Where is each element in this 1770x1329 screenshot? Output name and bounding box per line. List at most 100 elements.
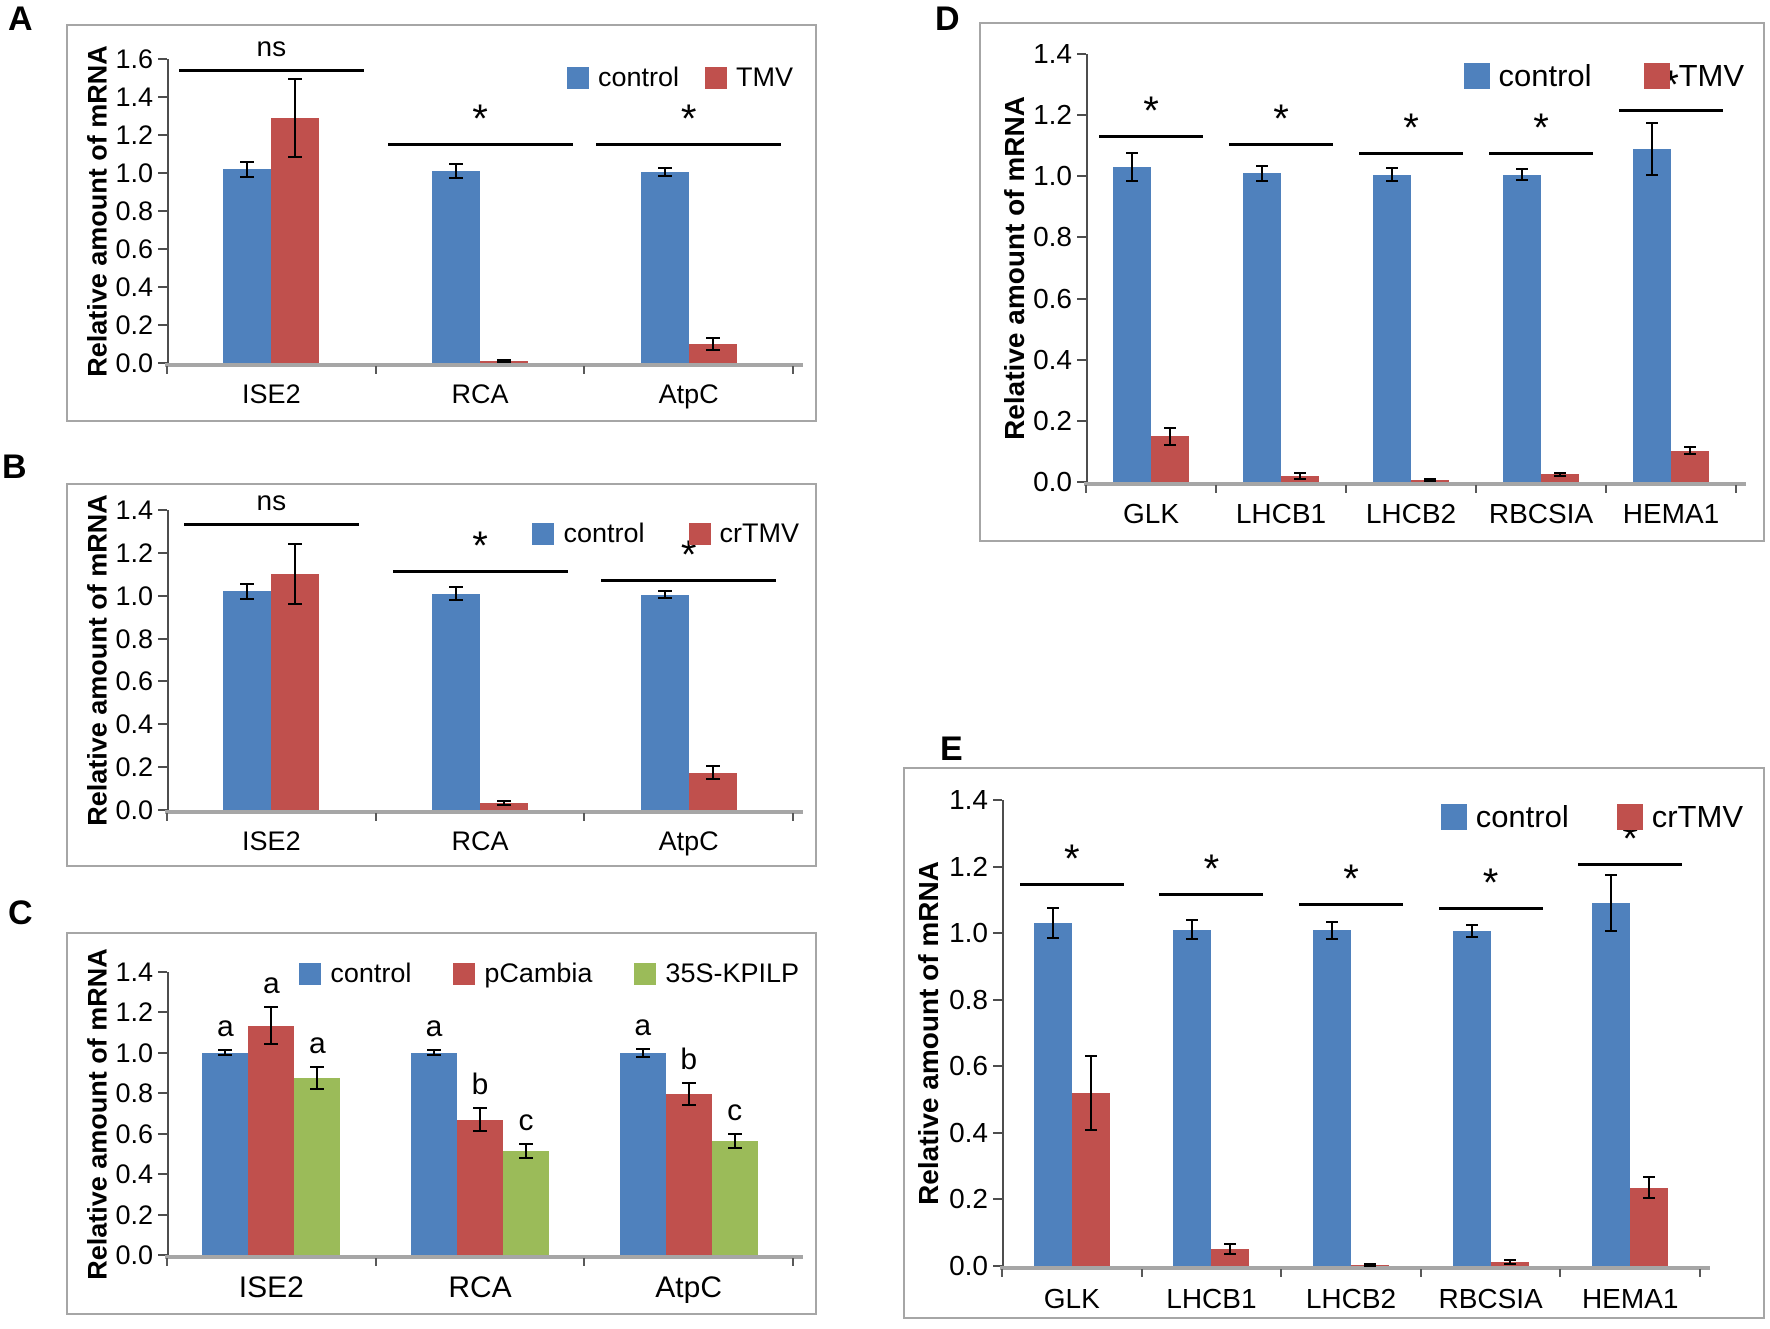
significance-line — [392, 570, 568, 573]
error-bar-cap — [449, 163, 463, 166]
error-bar-cap — [657, 590, 672, 593]
bar-crTMV — [1630, 1187, 1669, 1266]
error-bar-cap — [1364, 1262, 1376, 1265]
y-tick-mark — [993, 1198, 1002, 1201]
error-bar-cap — [635, 1047, 650, 1050]
bar-control — [411, 1052, 457, 1255]
error-bar-cap — [1684, 445, 1696, 448]
error-bar-cap — [497, 360, 511, 363]
error-bar-cap — [1046, 907, 1059, 910]
error-bar — [687, 1083, 690, 1106]
y-tick-mark — [993, 799, 1002, 801]
legend-swatch-icon — [1440, 804, 1467, 830]
x-tick-mark — [1345, 485, 1347, 493]
legend-label: control — [563, 518, 645, 548]
significance-line — [1159, 893, 1264, 897]
error-bar-cap — [1424, 480, 1436, 483]
error-bar-cap — [727, 1132, 742, 1135]
legend-swatch-icon — [705, 66, 727, 89]
error-bar-cap — [1465, 936, 1478, 939]
y-tick-mark — [158, 680, 167, 683]
group-letter: a — [634, 1008, 651, 1042]
significance-label: * — [680, 96, 697, 141]
y-axis-title: Relative amount of mRNA — [999, 96, 1030, 440]
error-bar — [503, 801, 505, 806]
error-bar — [433, 1050, 435, 1056]
bar-pCambia — [457, 1119, 503, 1255]
bar-TMV — [271, 117, 320, 363]
error-bar — [1299, 472, 1301, 479]
y-tick-label: 1.4 — [115, 82, 153, 112]
y-axis — [167, 972, 169, 1259]
legend-item-35S-KPILP: 35S-KPILP — [634, 958, 799, 989]
error-bar-cap — [264, 1042, 279, 1045]
category-label: LHCB1 — [1235, 498, 1327, 529]
category-label: RBCSIA — [1488, 498, 1594, 529]
x-tick-mark — [1419, 1269, 1422, 1277]
significance-line — [1578, 863, 1683, 867]
error-bar — [1391, 168, 1393, 182]
error-bar — [663, 168, 666, 176]
x-tick-mark — [792, 813, 794, 821]
error-bar-cap — [1294, 477, 1306, 480]
error-bar-cap — [681, 1104, 696, 1107]
legend-item-control: control — [1440, 799, 1569, 835]
y-tick-label: 0.8 — [115, 623, 153, 654]
legend-item-crTMV: crTMV — [1616, 799, 1743, 835]
error-bar-cap — [1554, 471, 1566, 474]
y-tick-label: 1.2 — [1033, 99, 1072, 131]
error-bar-cap — [705, 765, 720, 768]
panel-b-chart: Relative amount of mRNA 0.0 0.2 0.4 0.6 0.8 1.… — [66, 483, 817, 867]
category-label: LHCB2 — [1305, 1283, 1397, 1314]
x-tick-mark — [1735, 485, 1737, 493]
x-axis — [165, 363, 803, 367]
legend-label: 35S-KPILP — [665, 958, 799, 988]
category-label: HEMA1 — [1581, 1283, 1679, 1314]
error-bar-cap — [727, 1146, 742, 1149]
legend-item-control: control — [1463, 58, 1592, 94]
significance-label: * — [1482, 860, 1499, 905]
x-axis — [1000, 1266, 1710, 1270]
significance-label: * — [1343, 857, 1359, 902]
error-bar-cap — [705, 348, 720, 351]
y-tick-mark — [1077, 481, 1086, 483]
y-tick-mark — [993, 998, 1002, 1001]
error-bar — [1131, 153, 1133, 181]
legend-swatch-icon — [453, 962, 476, 985]
y-tick-mark — [158, 1132, 167, 1135]
error-bar-cap — [1256, 164, 1268, 167]
category-label: RCA — [451, 379, 509, 409]
significance-label: * — [1143, 89, 1159, 133]
y-tick-label: 1.0 — [115, 158, 153, 188]
error-bar-cap — [1256, 179, 1268, 182]
group-letter: b — [471, 1068, 489, 1102]
significance-line — [1359, 151, 1463, 155]
y-tick-label: 0.0 — [1033, 466, 1072, 497]
bar-control — [1373, 174, 1411, 482]
error-bar — [711, 338, 714, 350]
error-bar-cap — [1684, 453, 1696, 456]
bar-control — [640, 172, 689, 363]
legend-item-TMV: TMV — [705, 62, 793, 93]
legend-swatch-icon — [1463, 63, 1490, 89]
y-axis — [1002, 800, 1004, 1270]
legend-swatch-icon — [634, 962, 657, 985]
y-tick-mark — [158, 362, 167, 364]
error-bar-cap — [1503, 1259, 1516, 1262]
error-bar — [246, 583, 249, 599]
x-tick-mark — [1605, 485, 1607, 493]
error-bar-cap — [473, 1107, 487, 1110]
y-tick-mark — [1077, 53, 1086, 55]
legend-item-crTMV: crTMV — [688, 518, 799, 549]
significance-line — [1489, 151, 1593, 155]
y-tick-label: 0.4 — [115, 709, 153, 740]
x-axis — [1084, 482, 1746, 486]
error-bar — [224, 1050, 227, 1056]
error-bar — [316, 1067, 319, 1090]
y-tick-label: 0.2 — [115, 752, 153, 783]
bar-control — [640, 594, 689, 810]
y-tick-label: 1.4 — [115, 495, 153, 525]
x-axis — [165, 1255, 803, 1259]
category-label: AtpC — [658, 826, 719, 856]
error-bar — [455, 587, 457, 600]
